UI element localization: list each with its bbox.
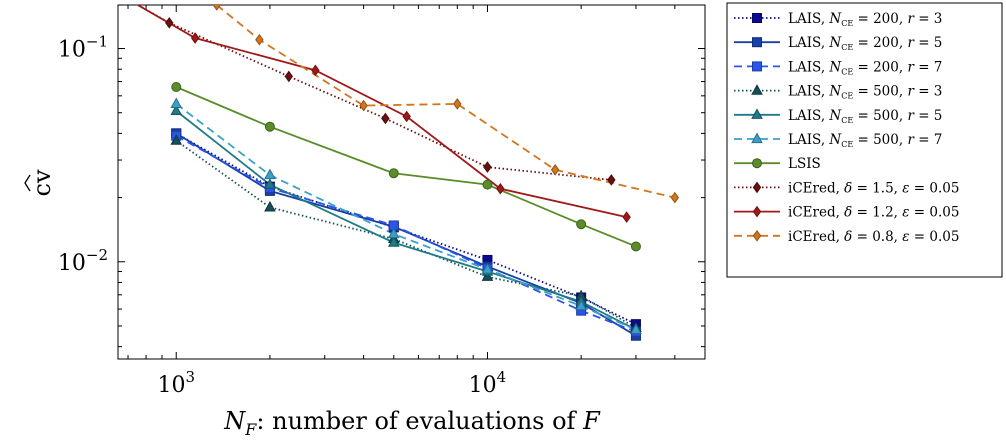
legend-marker bbox=[752, 37, 762, 48]
legend-frame bbox=[726, 2, 1003, 278]
legend-marker bbox=[752, 13, 762, 23]
legend-marker bbox=[751, 84, 763, 95]
series-point bbox=[359, 99, 368, 112]
y-axis-label-hat bbox=[24, 174, 31, 192]
series-point bbox=[264, 200, 276, 212]
series-point bbox=[550, 163, 560, 176]
series-point bbox=[481, 270, 494, 281]
legend-marker bbox=[752, 229, 762, 242]
legend-entry: iCEred, δ = 0.8, ε = 0.05 bbox=[788, 229, 959, 245]
series-point bbox=[311, 64, 320, 77]
series-point bbox=[170, 134, 183, 145]
legend-entry: LAIS, NCE = 500, r = 5 bbox=[788, 108, 942, 125]
series-point bbox=[190, 32, 200, 44]
series-point bbox=[264, 121, 275, 132]
series-line-9 bbox=[216, 5, 676, 199]
series-line-5 bbox=[175, 103, 637, 331]
series-line-1 bbox=[175, 132, 637, 337]
series-point bbox=[264, 178, 276, 189]
series-point bbox=[127, 5, 129, 6]
plot-frame bbox=[117, 4, 706, 360]
series-point bbox=[388, 168, 399, 179]
series-point bbox=[630, 323, 642, 334]
series-line-0 bbox=[175, 132, 637, 325]
series-point bbox=[575, 299, 587, 311]
legend-entry: LAIS, NCE = 500, r = 3 bbox=[788, 84, 942, 101]
legend-entry: LAIS, NCE = 500, r = 7 bbox=[788, 132, 942, 149]
legend-entry: iCEred, δ = 1.2, ε = 0.05 bbox=[788, 205, 959, 221]
legend-marker bbox=[752, 181, 762, 194]
y-axis-label: cv bbox=[24, 169, 56, 197]
legend-marker bbox=[752, 158, 762, 169]
series-line-2 bbox=[175, 134, 637, 333]
series-line-7 bbox=[136, 5, 612, 181]
series-point bbox=[170, 97, 183, 108]
series-point bbox=[453, 98, 462, 110]
series-point bbox=[496, 182, 505, 195]
series-point bbox=[381, 112, 390, 125]
series-point bbox=[481, 263, 494, 274]
series-point bbox=[622, 211, 631, 223]
legend-entry: LSIS bbox=[788, 156, 821, 172]
svg-text:cv: cv bbox=[28, 169, 56, 196]
legend-entry: LAIS, NCE = 200, r = 7 bbox=[788, 59, 942, 76]
axis-ticks bbox=[118, 5, 706, 359]
legend-entry: iCEred, δ = 1.5, ε = 0.05 bbox=[788, 180, 959, 196]
legend: LAIS, NCE = 200, r = 3 LAIS, NCE = 200, r… bbox=[734, 11, 959, 245]
series-point bbox=[387, 236, 400, 247]
series-markers bbox=[127, 5, 680, 341]
legend-marker bbox=[752, 205, 762, 218]
y-tick-label: 10−2 bbox=[58, 246, 108, 276]
series-line-3 bbox=[175, 139, 637, 329]
series-point bbox=[482, 179, 493, 190]
series-point bbox=[171, 82, 182, 93]
series-lines bbox=[135, 5, 676, 337]
series-point bbox=[284, 70, 294, 83]
series-point bbox=[255, 33, 264, 46]
series-point bbox=[212, 5, 222, 11]
series-point bbox=[483, 161, 492, 173]
x-tick-label: 104 bbox=[469, 368, 507, 398]
series-point bbox=[607, 174, 616, 186]
series-point bbox=[402, 110, 411, 123]
x-tick-label: 103 bbox=[157, 368, 195, 398]
series-point bbox=[165, 17, 174, 29]
legend-marker bbox=[751, 108, 763, 119]
series-point bbox=[170, 104, 183, 115]
legend-entry: LAIS, NCE = 200, r = 3 bbox=[788, 11, 942, 28]
series-point bbox=[670, 191, 680, 204]
series-point bbox=[630, 241, 641, 252]
legend-marker bbox=[752, 61, 762, 72]
y-tick-label: 10−1 bbox=[58, 33, 108, 63]
legend-entry: LAIS, NCE = 200, r = 5 bbox=[788, 35, 942, 52]
x-axis-label: NF: number of evaluations of F bbox=[223, 407, 601, 439]
series-point bbox=[576, 219, 587, 230]
series-line-6 bbox=[175, 86, 637, 248]
series-line-4 bbox=[175, 110, 637, 331]
series-point bbox=[127, 5, 129, 6]
series-point bbox=[387, 227, 400, 239]
legend-marker bbox=[751, 132, 763, 144]
axis-tick-labels: 103 104 10−2 10−1 bbox=[58, 33, 506, 398]
series-point bbox=[264, 168, 276, 180]
series-line-8 bbox=[135, 5, 627, 218]
